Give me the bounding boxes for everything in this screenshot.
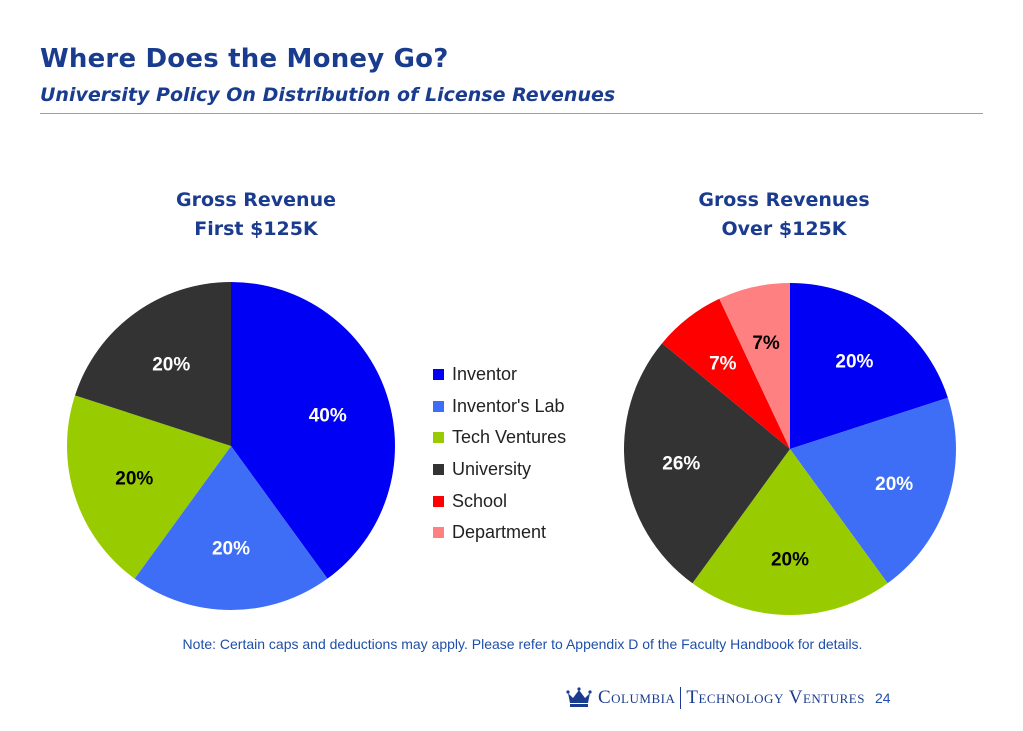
pie-slice-school — [662, 298, 790, 449]
brand-columbia: Columbia — [598, 687, 676, 708]
pie-slice-university — [75, 282, 231, 446]
legend-item-university: University — [433, 454, 566, 486]
pie-label-tech-ventures: 20% — [115, 468, 153, 489]
chart-title-line-2: Over $125K — [721, 218, 847, 240]
legend-swatch — [433, 432, 444, 444]
legend-item-department: Department — [433, 517, 566, 549]
legend-swatch — [433, 369, 444, 381]
legend-label: University — [452, 459, 532, 480]
pie-label-university: 26% — [662, 454, 700, 475]
legend-swatch — [433, 527, 444, 539]
pie-label-inventor-s-lab: 20% — [212, 539, 250, 560]
crown-icon — [566, 687, 592, 707]
legend-label: Inventor — [452, 364, 518, 385]
legend-label: Department — [452, 522, 547, 543]
chart-title-first-125k: Gross Revenue First $125K — [126, 186, 386, 244]
pie-slice-tech-ventures — [692, 449, 888, 615]
pie-slice-inventor-s-lab — [134, 446, 328, 610]
legend-label: Inventor's Lab — [452, 395, 565, 416]
pie-label-university: 20% — [152, 355, 190, 376]
legend-item-inventors-lab: Inventor's Lab — [433, 391, 566, 423]
pie-label-inventor: 40% — [309, 406, 347, 427]
legend-swatch — [433, 495, 444, 507]
legend-item-tech-ventures: Tech Ventures — [433, 422, 566, 454]
pie-label-inventor-s-lab: 20% — [875, 474, 913, 495]
page-number: 24 — [874, 690, 891, 706]
page-title: Where Does the Money Go? — [40, 44, 449, 74]
chart-legend: Inventor Inventor's Lab Tech Ventures Un… — [433, 359, 566, 549]
pie-label-tech-ventures: 20% — [771, 550, 809, 571]
pie-slice-inventor — [231, 282, 395, 579]
pie-slice-inventor — [790, 283, 948, 449]
footnote: Note: Certain caps and deductions may ap… — [182, 636, 863, 652]
legend-item-inventor: Inventor — [433, 359, 566, 391]
chart-title-over-125k: Gross Revenues Over $125K — [654, 186, 914, 244]
legend-swatch — [433, 464, 444, 476]
brand-divider — [680, 687, 682, 709]
legend-item-school: School — [433, 485, 566, 517]
pie-label-school: 7% — [709, 353, 737, 374]
chart-title-line-1: Gross Revenues — [698, 189, 870, 211]
pie-label-inventor: 20% — [835, 351, 873, 372]
footer-branding: Columbia Technology Ventures 24 — [566, 687, 891, 709]
legend-label: School — [452, 490, 508, 511]
pie-slice-university — [624, 343, 790, 584]
pie-slice-inventor-s-lab — [790, 397, 956, 584]
title-divider — [40, 113, 983, 114]
legend-swatch — [433, 400, 444, 412]
page-subtitle: University Policy On Distribution of Lic… — [40, 84, 616, 106]
pie-slice-department — [719, 283, 790, 449]
brand-technology-ventures: Technology Ventures — [686, 687, 865, 708]
pie-slice-tech-ventures — [67, 395, 232, 579]
chart-title-line-1: Gross Revenue — [176, 189, 336, 211]
legend-label: Tech Ventures — [452, 427, 567, 448]
pie-label-department: 7% — [752, 333, 780, 354]
chart-title-line-2: First $125K — [194, 218, 318, 240]
